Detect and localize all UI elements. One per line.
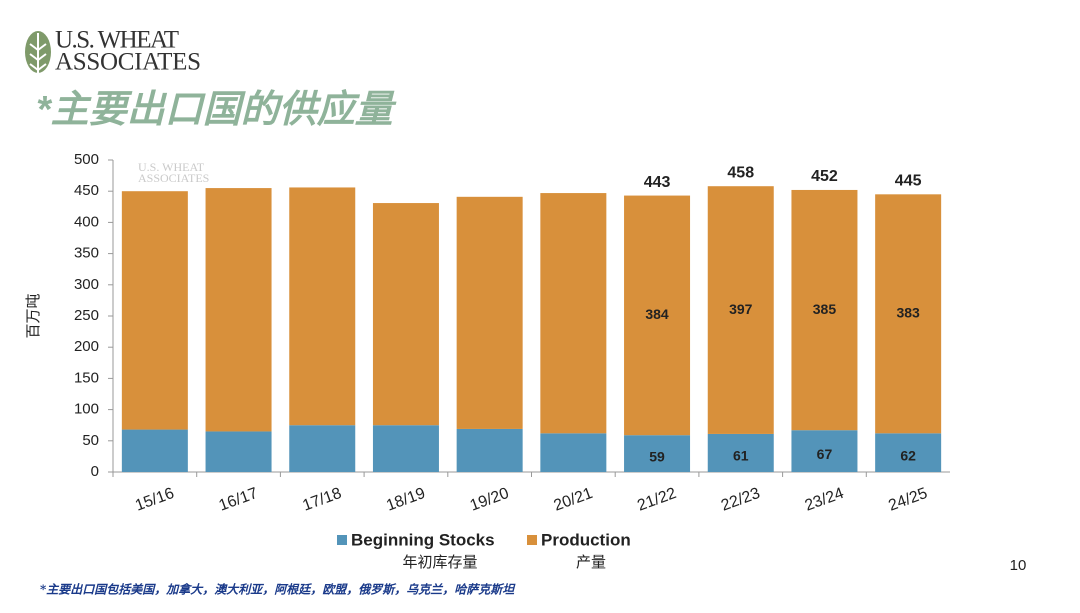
legend-label: Beginning Stocks <box>351 530 495 549</box>
bar-segment <box>540 193 607 434</box>
bar-segment <box>624 195 691 436</box>
value-label: 384 <box>645 306 669 322</box>
bar-segment <box>372 425 439 472</box>
bar-segment <box>707 186 774 434</box>
legend-sublabel: 年初库存量 <box>402 553 477 571</box>
chart: 0 50 100 150 200 250 300 350 400 450 500 15/16 16/17… <box>74 151 950 571</box>
logo-text: U.S. WHEAT <box>55 27 179 54</box>
watermark-text: U.S. WHEAT <box>138 160 205 174</box>
y-tick-label: 500 <box>74 151 99 168</box>
total-label: 445 <box>895 173 922 190</box>
slide-title: *主要出口国的供应量 <box>36 89 397 131</box>
total-label: 452 <box>811 168 838 185</box>
y-tick-label: 250 <box>74 307 99 324</box>
legend-swatch <box>337 535 347 545</box>
x-tick-label: 16/17 <box>217 485 261 515</box>
bar-segment <box>791 430 858 472</box>
y-tick-label: 50 <box>82 432 99 449</box>
x-tick-label: 20/21 <box>552 485 596 515</box>
x-tick-label: 22/23 <box>719 485 763 515</box>
value-label: 397 <box>729 301 753 317</box>
y-tick-label: 200 <box>74 338 99 355</box>
y-tick-label: 350 <box>74 245 99 262</box>
y-tick-label: 0 <box>91 463 99 480</box>
value-label: 61 <box>733 448 749 464</box>
watermark: U.S. WHEAT ASSOCIATES <box>138 160 209 185</box>
y-tick-label: 400 <box>74 213 99 230</box>
x-tick-label: 15/16 <box>133 485 177 515</box>
y-tick-label: 150 <box>74 369 99 386</box>
logo-wheat <box>29 33 47 73</box>
bar-segment <box>205 431 272 472</box>
value-label: 67 <box>817 446 833 462</box>
value-label: 62 <box>900 447 916 463</box>
logo: U.S. WHEAT ASSOCIATES <box>25 27 201 76</box>
footnote: *主要出口国包括美国，加拿大，澳大利亚，阿根廷，欧盟，俄罗斯，乌克兰，哈萨克斯坦 <box>40 583 516 597</box>
bar-segment <box>205 188 272 432</box>
bar-segment <box>624 435 691 472</box>
bar-segment <box>372 203 439 426</box>
legend-sublabel: 产量 <box>576 553 606 571</box>
bar-segment <box>289 425 356 472</box>
total-label: 443 <box>644 174 671 191</box>
y-axis-label: 百万吨 <box>24 293 42 338</box>
legend-swatch <box>527 535 537 545</box>
bar-segment <box>456 196 523 429</box>
y-tick-label: 100 <box>74 401 99 418</box>
total-label: 458 <box>727 164 754 181</box>
x-tick-label: 24/25 <box>886 485 930 515</box>
value-label: 59 <box>649 448 665 464</box>
x-tick-label: 19/20 <box>468 485 512 515</box>
bar-segment <box>121 191 188 430</box>
x-tick-label: 23/24 <box>803 485 847 515</box>
x-tick-label: 21/22 <box>635 485 679 515</box>
watermark-text: ASSOCIATES <box>138 171 209 185</box>
value-label: 383 <box>896 305 920 321</box>
bar-segment <box>540 433 607 472</box>
bar-segment <box>791 189 858 431</box>
y-tick-label: 300 <box>74 276 99 293</box>
bar-segment <box>456 428 523 472</box>
y-tick-label: 450 <box>74 182 99 199</box>
value-label: 385 <box>813 301 837 317</box>
bar-segment <box>289 187 356 426</box>
bar-segment <box>121 429 188 472</box>
bar-segment <box>875 433 942 472</box>
bar-segment <box>875 194 942 434</box>
x-tick-label: 17/18 <box>300 485 344 515</box>
x-tick-label: 18/19 <box>384 485 428 515</box>
logo-text: ASSOCIATES <box>55 49 201 76</box>
page-number: 10 <box>1010 557 1027 574</box>
legend-label: Production <box>541 530 631 549</box>
bar-segment <box>707 433 774 472</box>
